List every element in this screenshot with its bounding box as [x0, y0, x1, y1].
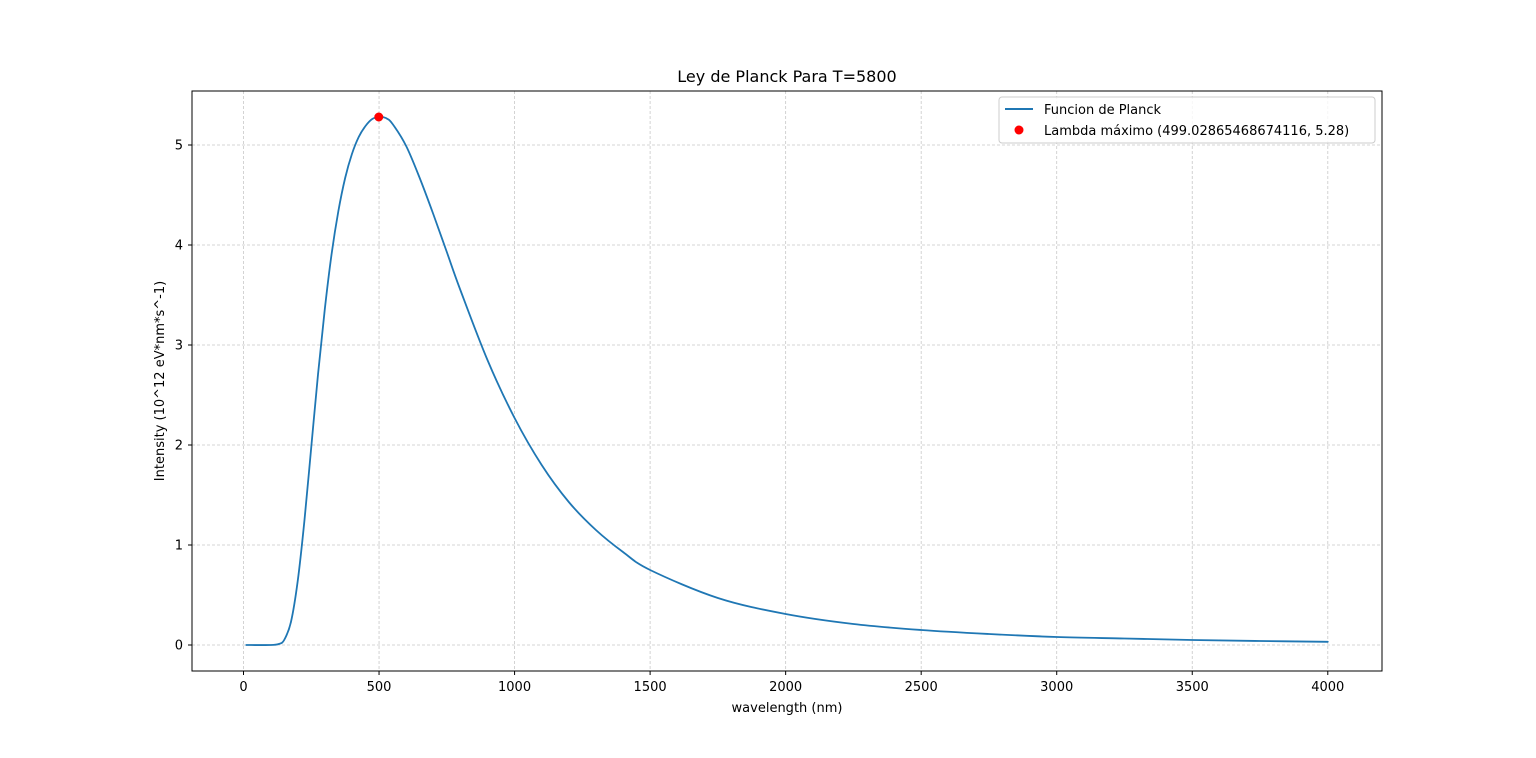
- axis-ticks: 0 500 1000 1500 2000 2500 3000 3500 4000 0 1 2 3 4 5: [175, 139, 1345, 696]
- y-tick-label: 0: [175, 639, 183, 654]
- x-tick-label: 4000: [1311, 680, 1344, 695]
- x-tick-label: 3500: [1176, 680, 1209, 695]
- legend-entry-planck: Funcion de Planck: [1044, 103, 1162, 118]
- x-tick-label: 2500: [905, 680, 938, 695]
- x-tick-label: 500: [367, 680, 392, 695]
- planck-curve-line: [245, 116, 1329, 646]
- y-tick-label: 2: [175, 439, 183, 454]
- lambda-max-point: [374, 112, 384, 122]
- y-tick-label: 3: [175, 339, 183, 354]
- y-axis-label: Intensity (10^12 eV*nm*s^-1): [153, 281, 168, 481]
- y-tick-label: 4: [175, 239, 183, 254]
- plot-area: [245, 112, 1329, 646]
- y-tick-label: 1: [175, 539, 183, 554]
- x-tick-label: 1500: [634, 680, 667, 695]
- legend-entry-lambda-max: Lambda máximo (499.02865468674116, 5.28): [1044, 124, 1349, 139]
- x-tick-label: 3000: [1040, 680, 1073, 695]
- legend: Funcion de Planck Lambda máximo (499.028…: [998, 96, 1376, 144]
- x-tick-label: 2000: [769, 680, 802, 695]
- legend-point-swatch: [1014, 125, 1024, 135]
- y-tick-label: 5: [175, 139, 183, 154]
- x-axis-label: wavelength (nm): [732, 701, 843, 716]
- x-tick-label: 0: [239, 680, 247, 695]
- x-tick-label: 1000: [498, 680, 531, 695]
- axes-frame: [191, 90, 1383, 672]
- grid: [192, 91, 1382, 671]
- chart-title: Ley de Planck Para T=5800: [677, 67, 896, 86]
- legend-box: [998, 96, 1376, 144]
